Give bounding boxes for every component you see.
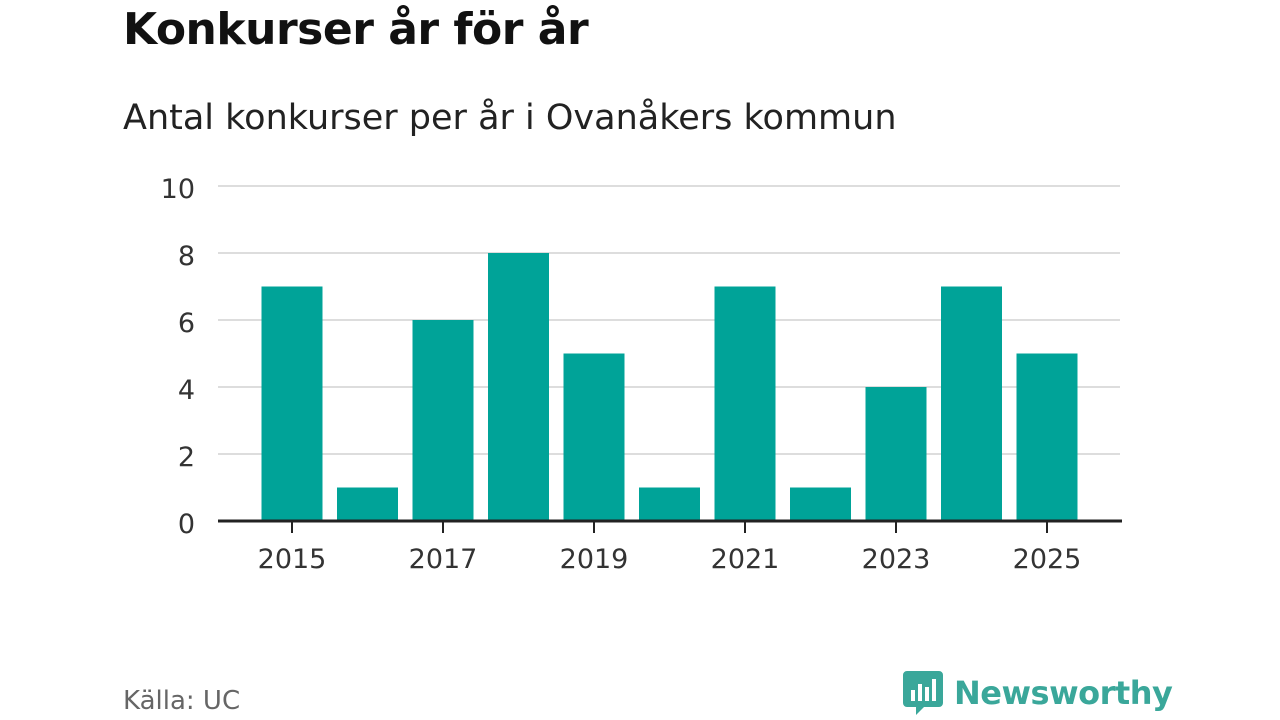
bar-2017 bbox=[412, 320, 474, 521]
x-tick-label: 2017 bbox=[409, 544, 478, 575]
bar-2025 bbox=[1016, 353, 1078, 521]
bar-2016 bbox=[337, 487, 398, 521]
bar-2019 bbox=[563, 353, 625, 521]
chart-title: Konkurser år för år bbox=[123, 4, 589, 55]
brand-name: Newsworthy bbox=[954, 674, 1173, 712]
bar-2018 bbox=[488, 253, 549, 521]
x-axis-ticks: 2015 2017 2019 2021 2023 2025 bbox=[258, 521, 1082, 575]
x-tick-label: 2019 bbox=[560, 544, 629, 575]
x-tick-label: 2023 bbox=[862, 544, 931, 575]
x-tick-label: 2025 bbox=[1013, 544, 1082, 575]
y-tick-label: 8 bbox=[178, 241, 195, 272]
y-axis-ticks: 0 2 4 6 8 10 bbox=[161, 174, 195, 540]
bar-2024 bbox=[941, 286, 1002, 521]
x-tick-label: 2021 bbox=[711, 544, 780, 575]
bar-2020 bbox=[639, 487, 700, 521]
source-note: Källa: UC bbox=[123, 686, 241, 716]
bar-2022 bbox=[790, 487, 851, 521]
bar-2023 bbox=[865, 387, 927, 521]
brand-logo: Newsworthy bbox=[902, 670, 1173, 716]
x-tick-label: 2015 bbox=[258, 544, 327, 575]
y-tick-label: 4 bbox=[178, 375, 195, 406]
y-tick-label: 6 bbox=[178, 308, 195, 339]
y-tick-label: 10 bbox=[161, 174, 195, 205]
bar-2015 bbox=[261, 286, 323, 521]
y-tick-label: 2 bbox=[178, 442, 195, 473]
newsworthy-logo-icon bbox=[903, 671, 943, 715]
bar-2021 bbox=[714, 286, 776, 521]
bars bbox=[261, 253, 1078, 521]
chart-subtitle: Antal konkurser per år i Ovanåkers kommu… bbox=[123, 98, 897, 138]
y-tick-label: 0 bbox=[178, 509, 195, 540]
